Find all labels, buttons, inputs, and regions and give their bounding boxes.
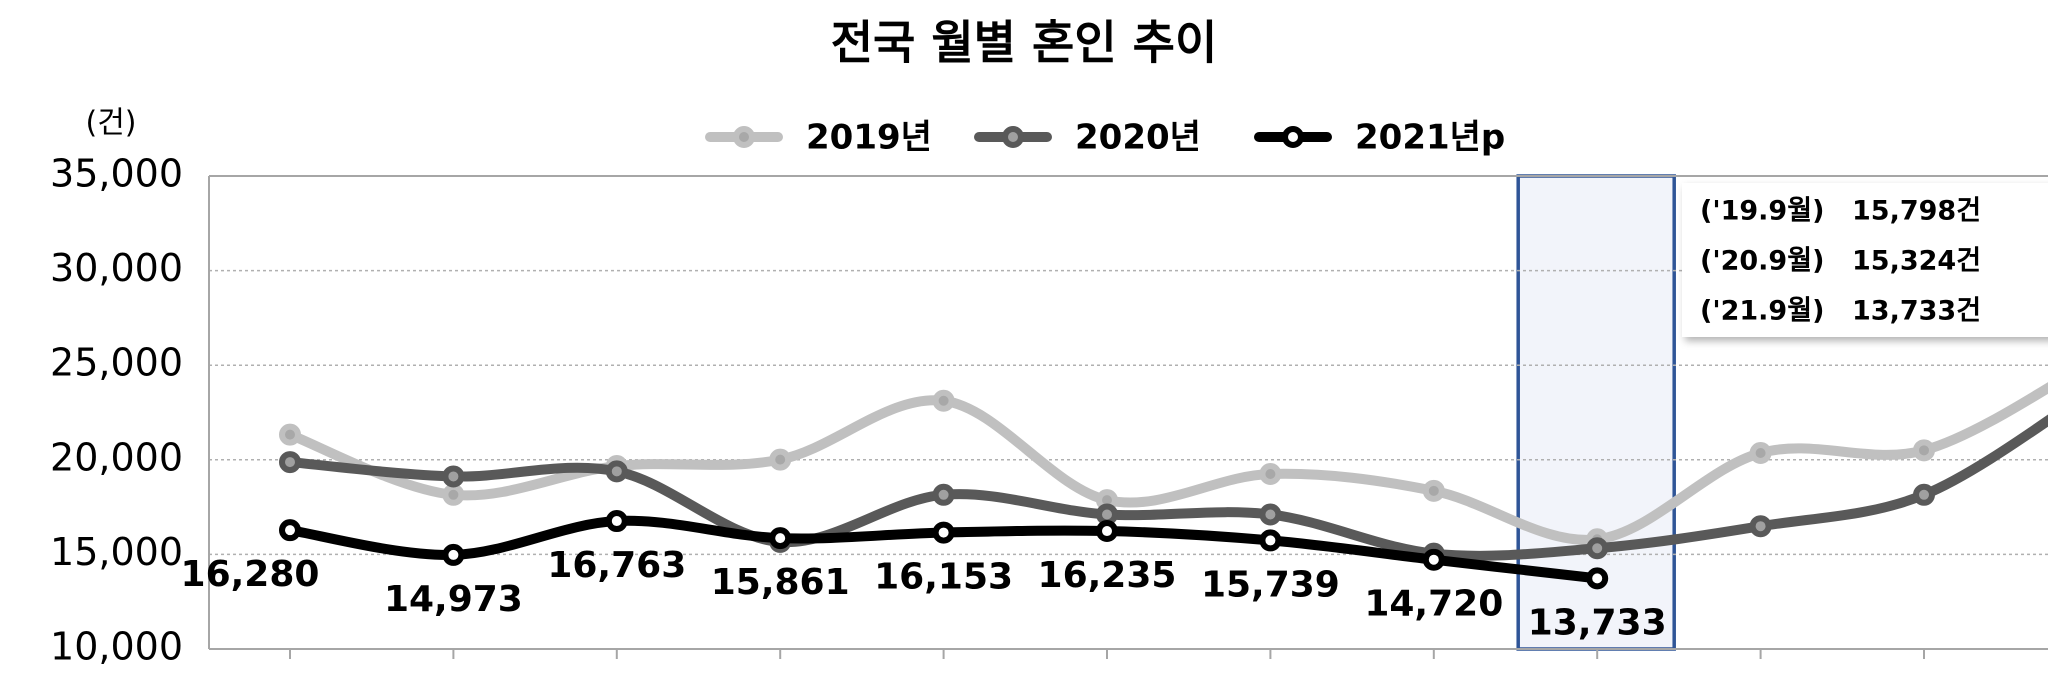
legend-marker (1002, 126, 1024, 148)
y-tick-label: 10,000 (50, 625, 183, 669)
data-point (442, 543, 465, 566)
legend-label: 2019년 (806, 118, 932, 158)
legend-marker (1282, 126, 1304, 148)
y-tick-label: 25,000 (50, 341, 183, 385)
data-label: 15,861 (711, 562, 850, 603)
legend-label: 2021년p (1355, 118, 1505, 158)
data-point (932, 483, 955, 506)
data-point (1259, 503, 1282, 526)
annotation-box (1682, 183, 2048, 337)
data-point (932, 521, 955, 544)
data-label: 14,720 (1364, 584, 1503, 625)
data-point (279, 423, 301, 446)
data-point (1422, 548, 1445, 571)
data-point (605, 510, 628, 533)
data-point (769, 448, 792, 471)
data-point (1913, 483, 1935, 506)
data-label: 13,733 (1528, 602, 1667, 643)
data-label: 16,763 (547, 545, 686, 586)
data-label: 15,739 (1201, 564, 1340, 605)
data-point (279, 519, 301, 542)
y-tick-label: 30,000 (50, 246, 183, 290)
data-label: 14,973 (384, 579, 523, 620)
data-point (442, 483, 465, 506)
data-point (279, 451, 301, 474)
legend-marker (733, 126, 755, 148)
annotation-period: ('20.9월) (1700, 246, 1824, 277)
annotation-text: 15,798건 (1852, 196, 1981, 227)
data-label: 16,280 (181, 554, 320, 595)
data-point (1913, 439, 1935, 462)
annotation-period: ('21.9월) (1700, 296, 1824, 327)
data-point (932, 389, 955, 412)
data-point (1586, 567, 1609, 590)
annotation-text: 13,733건 (1852, 296, 1981, 327)
data-point (1259, 529, 1282, 552)
unit-label: (건) (85, 106, 136, 141)
data-label: 16,235 (1038, 555, 1177, 596)
y-tick-label: 15,000 (50, 530, 183, 574)
data-point (1096, 520, 1118, 543)
data-point (1749, 515, 1772, 538)
data-label: 16,153 (874, 557, 1013, 598)
data-point (769, 527, 792, 550)
y-tick-label: 20,000 (50, 435, 183, 479)
annotation-period: ('19.9월) (1700, 196, 1824, 227)
data-point (1259, 462, 1282, 485)
chart-title: 전국 월별 혼인 추이 (831, 16, 1218, 70)
legend-label: 2020년 (1075, 118, 1201, 158)
data-point (442, 465, 465, 488)
data-point (1749, 441, 1772, 464)
data-point (1422, 479, 1445, 502)
data-point (1586, 537, 1609, 560)
data-point (605, 460, 628, 483)
annotation-text: 15,324건 (1852, 246, 1981, 277)
y-tick-label: 35,000 (50, 152, 183, 196)
